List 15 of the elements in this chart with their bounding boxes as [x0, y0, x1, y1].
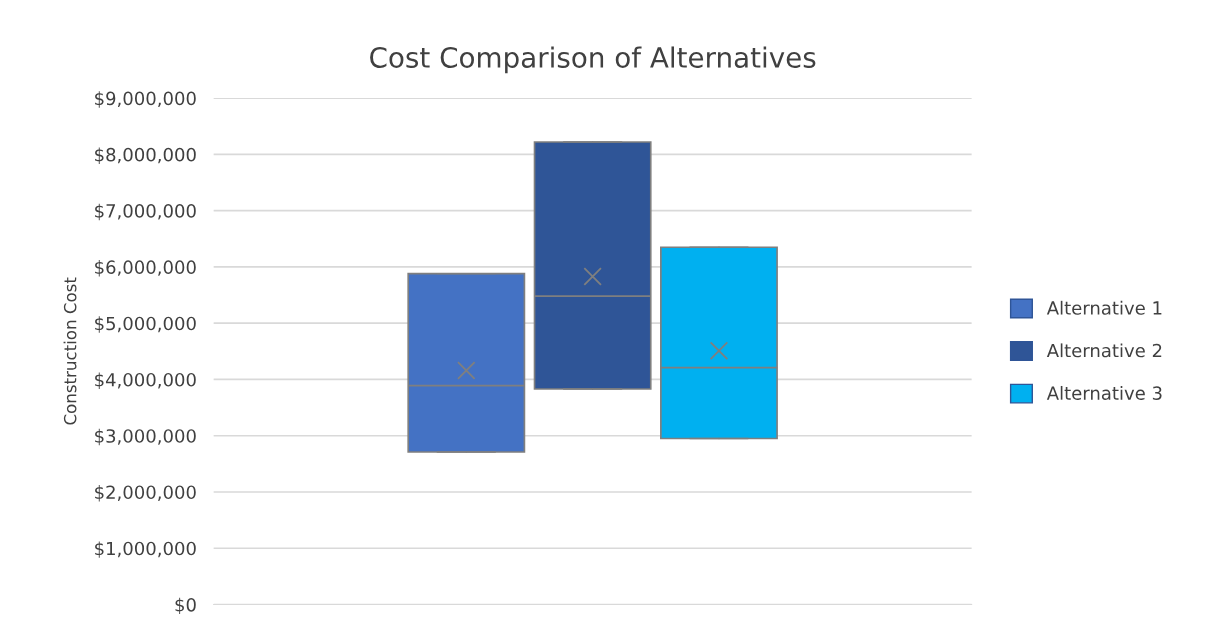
y-tick-label: $3,000,000 [95, 428, 196, 446]
y-tick-label: $5,000,000 [95, 316, 196, 333]
y-tick-label: $7,000,000 [95, 203, 196, 221]
y-axis-title: Construction Cost [63, 277, 77, 425]
y-tick-label: $1,000,000 [95, 541, 196, 558]
y-tick-label: $2,000,000 [95, 485, 196, 502]
legend-label: Alternative 2 [1046, 343, 1162, 358]
y-tick-label: $0 [175, 597, 196, 615]
legend-label: Alternative 3 [1046, 385, 1162, 400]
y-tick-label: $4,000,000 [95, 372, 196, 389]
chart-title: Cost Comparison of Alternatives [370, 46, 816, 74]
y-tick-label: $8,000,000 [95, 147, 196, 164]
legend-label: Alternative 1 [1046, 300, 1162, 315]
y-tick-label: $6,000,000 [95, 260, 196, 277]
y-tick-label: $9,000,000 [95, 91, 196, 108]
